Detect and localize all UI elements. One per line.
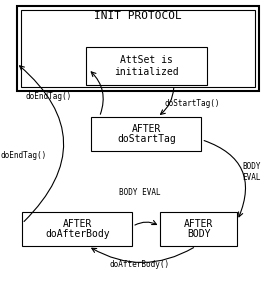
Text: doEndTag(): doEndTag() xyxy=(0,151,47,160)
Text: AFTER: AFTER xyxy=(63,219,92,229)
Text: AFTER: AFTER xyxy=(184,219,213,229)
Text: AttSet is: AttSet is xyxy=(120,55,173,66)
Text: initialized: initialized xyxy=(114,67,179,77)
Text: BODY
EVAL: BODY EVAL xyxy=(242,162,261,182)
Text: doAfterBody: doAfterBody xyxy=(45,229,110,239)
FancyBboxPatch shape xyxy=(21,10,255,87)
Text: BODY EVAL: BODY EVAL xyxy=(119,188,160,197)
FancyBboxPatch shape xyxy=(160,212,237,246)
Text: doAfterBody(): doAfterBody() xyxy=(109,260,169,269)
Text: INIT PROTOCOL: INIT PROTOCOL xyxy=(94,11,182,21)
FancyBboxPatch shape xyxy=(17,6,259,91)
Text: AFTER: AFTER xyxy=(132,124,161,134)
FancyBboxPatch shape xyxy=(91,117,201,151)
Text: BODY: BODY xyxy=(187,229,211,239)
FancyBboxPatch shape xyxy=(86,47,207,85)
Text: doStartTag: doStartTag xyxy=(117,134,176,144)
Text: doEndTag(): doEndTag() xyxy=(25,92,71,101)
FancyBboxPatch shape xyxy=(22,212,132,246)
Text: doStartTag(): doStartTag() xyxy=(164,99,220,108)
